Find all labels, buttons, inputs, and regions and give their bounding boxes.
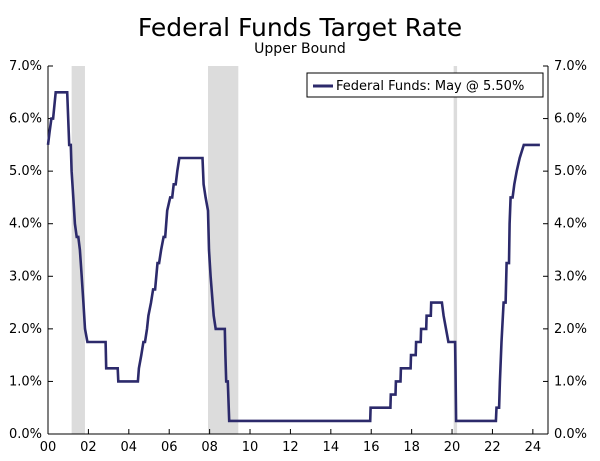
recession-band-2 <box>208 66 239 434</box>
recession-shading-layer <box>71 66 458 434</box>
y-tick-label-right: 1.0% <box>554 374 587 389</box>
recession-band-3 <box>453 66 458 434</box>
y-tick-label-right: 4.0% <box>554 217 587 232</box>
axes-layer: 0.0% 0.0% 1.0% 1.0% 2.0% 2.0% 3.0% 3.0% 4.0% 4.0%… <box>9 59 587 455</box>
y-tick-label-left: 4.0% <box>9 217 42 232</box>
y-tick-label-right: 7.0% <box>554 59 587 74</box>
x-tick-label: 10 <box>242 440 259 455</box>
y-tick-label-left: 2.0% <box>9 322 42 337</box>
y-tick-label-right: 0.0% <box>554 427 587 442</box>
recession-band-1 <box>71 66 85 434</box>
x-tick-label: 20 <box>444 440 461 455</box>
chart-title: Federal Funds Target Rate <box>138 13 462 42</box>
x-tick-label: 06 <box>161 440 178 455</box>
x-tick-label: 18 <box>403 440 420 455</box>
x-tick-label: 24 <box>525 440 542 455</box>
y-tick-label-left: 1.0% <box>9 374 42 389</box>
series-line-federal-funds <box>46 91 540 423</box>
y-tick-label-left: 7.0% <box>9 59 42 74</box>
y-tick-label-left: 3.0% <box>9 269 42 284</box>
x-tick-label: 00 <box>40 440 57 455</box>
y-tick-label-left: 5.0% <box>9 164 42 179</box>
y-tick-label-right: 3.0% <box>554 269 587 284</box>
x-tick-label: 12 <box>282 440 299 455</box>
series-layer <box>46 91 540 423</box>
y-tick-label-right: 5.0% <box>554 164 587 179</box>
legend-box <box>306 72 544 98</box>
x-tick-label: 08 <box>201 440 218 455</box>
legend: Federal Funds: May @ 5.50% <box>306 72 544 98</box>
y-tick-label-right: 6.0% <box>554 112 587 127</box>
y-tick-label-left: 0.0% <box>9 427 42 442</box>
x-tick-label: 16 <box>363 440 380 455</box>
y-tick-label-right: 2.0% <box>554 322 587 337</box>
x-tick-label: 22 <box>484 440 501 455</box>
x-tick-label: 14 <box>323 440 340 455</box>
x-tick-label: 02 <box>80 440 97 455</box>
y-tick-label-left: 6.0% <box>9 112 42 127</box>
chart-subtitle: Upper Bound <box>254 41 346 57</box>
legend-label-federal-funds: Federal Funds: May @ 5.50% <box>336 79 524 94</box>
x-tick-label: 04 <box>121 440 138 455</box>
